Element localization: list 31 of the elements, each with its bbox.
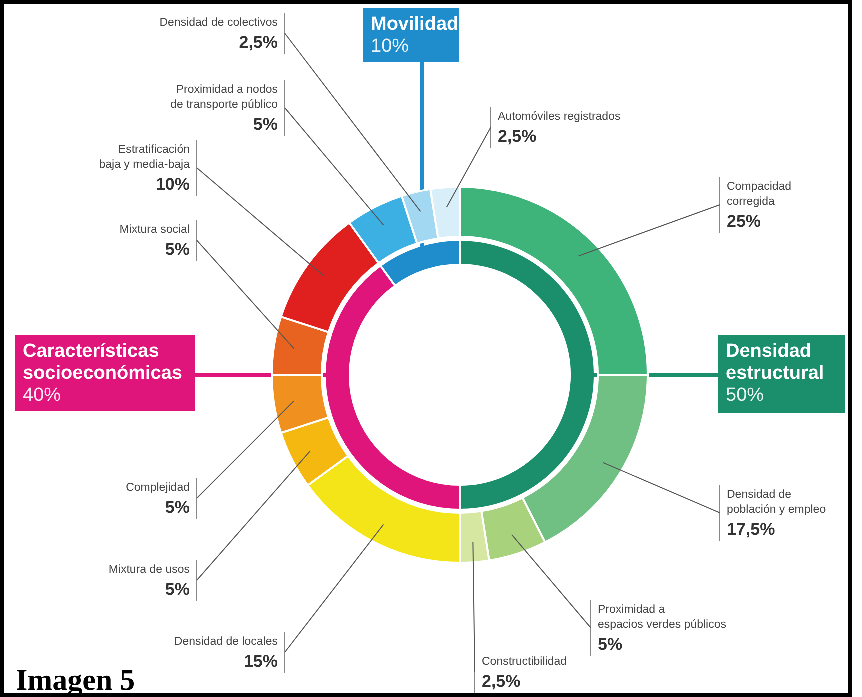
- slice-label: Mixtura de usos: [108, 564, 190, 576]
- data-label: 15%: [244, 652, 278, 671]
- slice-label: Características socioeconómicas: [23, 341, 182, 384]
- slice-label: Constructibilidad: [482, 656, 568, 668]
- slice-label: Estratificación baja y media-baja: [99, 144, 191, 171]
- slice-label: Proximidad a nodos de transporte público: [170, 84, 278, 111]
- data-label: 5%: [165, 240, 190, 259]
- data-label: 10%: [371, 36, 410, 57]
- slice-label: Compacidad corregida: [727, 181, 792, 208]
- slice-label: Densidad de colectivos: [160, 17, 278, 29]
- slice-label: Movilidad: [371, 14, 459, 35]
- slice-label: Densidad estructural: [726, 341, 824, 384]
- data-label: 17,5%: [727, 520, 776, 539]
- text: Imagen 5: [16, 664, 136, 697]
- slice-label: Mixtura social: [120, 224, 190, 236]
- slice-label: Densidad de población y empleo: [727, 489, 826, 516]
- data-label: 50%: [726, 385, 764, 406]
- data-label: 10%: [156, 175, 190, 194]
- data-label: 25%: [727, 212, 762, 231]
- data-label: 5%: [253, 115, 278, 134]
- slice-label: Automóviles registrados: [498, 111, 621, 123]
- slice-label: Densidad de locales: [174, 636, 278, 648]
- slice-label: Proximidad a espacios verdes públicos: [598, 604, 727, 631]
- data-label: 2,5%: [482, 672, 521, 691]
- data-label: 5%: [165, 580, 190, 599]
- data-label: 2,5%: [239, 33, 278, 52]
- slice-label: Complejidad: [126, 482, 190, 494]
- data-label: 2,5%: [498, 127, 537, 146]
- data-label: 5%: [598, 635, 623, 654]
- data-label: 40%: [23, 385, 62, 406]
- data-label: 5%: [165, 498, 190, 517]
